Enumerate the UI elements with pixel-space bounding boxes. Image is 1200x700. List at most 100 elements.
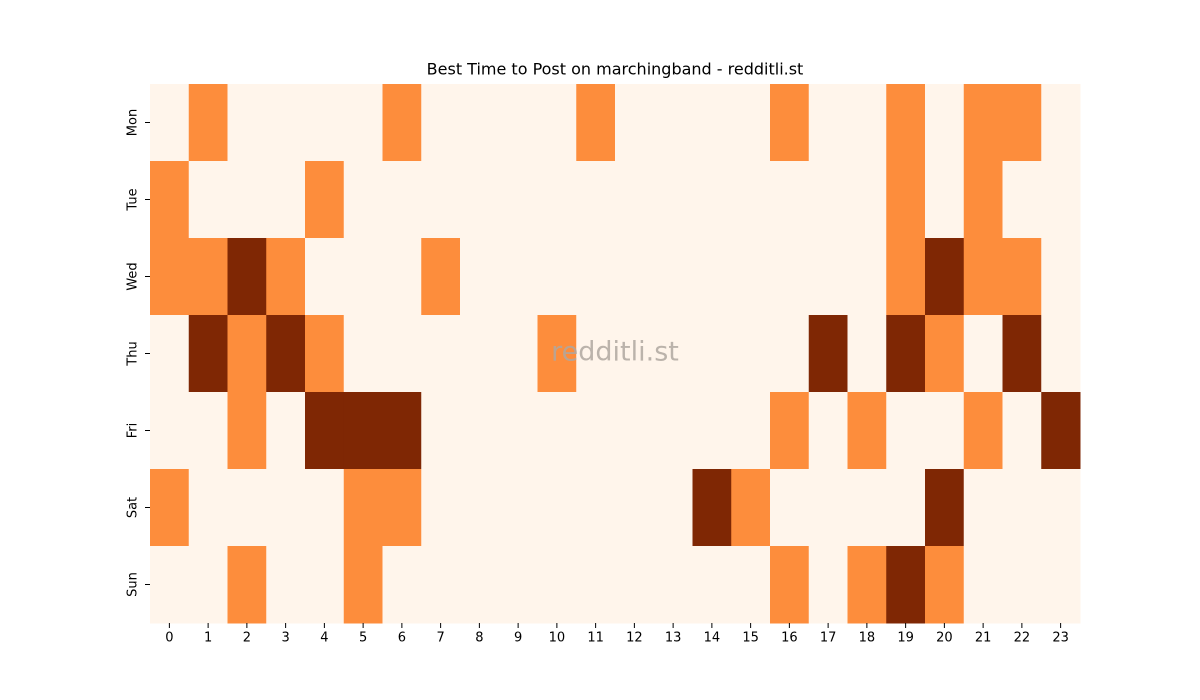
cell — [537, 84, 577, 162]
cell — [460, 392, 500, 470]
cell — [886, 546, 926, 624]
cell — [1002, 315, 1042, 393]
cell — [576, 238, 616, 316]
cell — [188, 161, 228, 239]
cell — [498, 392, 538, 470]
cell — [305, 161, 345, 239]
cell — [382, 84, 422, 162]
cell — [653, 469, 693, 547]
cell — [886, 84, 926, 162]
cell — [886, 238, 926, 316]
cell — [576, 315, 616, 393]
cell — [460, 469, 500, 547]
cell — [615, 238, 655, 316]
cell — [343, 315, 383, 393]
x-tick-label: 22 — [1014, 631, 1031, 646]
cell — [692, 392, 732, 470]
x-tick-label: 12 — [626, 631, 643, 646]
cell — [925, 469, 965, 547]
cell — [808, 238, 848, 316]
x-tick-label: 4 — [320, 631, 328, 646]
cell — [460, 84, 500, 162]
cell — [886, 392, 926, 470]
cell — [1002, 469, 1042, 547]
cell — [1041, 469, 1081, 547]
cell — [963, 392, 1003, 470]
cell — [421, 546, 461, 624]
x-tick-label: 7 — [436, 631, 444, 646]
cell — [576, 392, 616, 470]
cell — [460, 315, 500, 393]
y-tick-label: Fri — [126, 423, 141, 439]
cell — [343, 392, 383, 470]
cell — [266, 469, 306, 547]
cell — [963, 238, 1003, 316]
cell — [343, 238, 383, 316]
cell — [266, 161, 306, 239]
cell — [692, 161, 732, 239]
cell — [808, 315, 848, 393]
y-tick-label: Mon — [126, 109, 141, 136]
cell — [266, 315, 306, 393]
x-tick-label: 20 — [936, 631, 953, 646]
cell — [537, 469, 577, 547]
cell — [925, 238, 965, 316]
x-tick-label: 16 — [781, 631, 798, 646]
x-tick-label: 2 — [243, 631, 251, 646]
cell — [421, 315, 461, 393]
cell — [808, 469, 848, 547]
cell — [847, 161, 887, 239]
cell — [963, 315, 1003, 393]
x-tick-label: 10 — [549, 631, 566, 646]
cell — [266, 546, 306, 624]
cell — [537, 546, 577, 624]
cell — [305, 84, 345, 162]
cell — [731, 392, 771, 470]
cell — [1041, 315, 1081, 393]
cell — [692, 84, 732, 162]
cell — [770, 84, 810, 162]
cell — [188, 84, 228, 162]
cell — [576, 546, 616, 624]
heatmap — [150, 84, 1081, 624]
x-tick-label: 21 — [975, 631, 992, 646]
cell — [925, 315, 965, 393]
cell — [188, 238, 228, 316]
cell — [460, 238, 500, 316]
y-tick-label: Sun — [126, 572, 141, 597]
cell — [886, 161, 926, 239]
cell — [770, 161, 810, 239]
cell — [498, 84, 538, 162]
cell — [382, 546, 422, 624]
cell — [653, 84, 693, 162]
cell — [770, 546, 810, 624]
cell — [421, 469, 461, 547]
cell — [770, 469, 810, 547]
y-tick-label: Thu — [126, 341, 141, 366]
cell — [808, 546, 848, 624]
cell — [150, 546, 190, 624]
cell — [925, 84, 965, 162]
cell — [615, 546, 655, 624]
cell — [653, 546, 693, 624]
x-tick-label: 17 — [820, 631, 837, 646]
x-tick-label: 11 — [587, 631, 604, 646]
cell — [1041, 238, 1081, 316]
x-tick-label: 8 — [475, 631, 483, 646]
cell — [498, 161, 538, 239]
cell — [498, 315, 538, 393]
cell — [963, 161, 1003, 239]
x-tick-label: 23 — [1052, 631, 1069, 646]
x-tick-label: 1 — [204, 631, 212, 646]
cell — [1002, 84, 1042, 162]
cell — [537, 238, 577, 316]
x-tick-label: 13 — [665, 631, 682, 646]
cell — [227, 315, 267, 393]
cell — [305, 469, 345, 547]
cell — [731, 546, 771, 624]
cell — [1041, 84, 1081, 162]
cell — [266, 238, 306, 316]
cell — [460, 546, 500, 624]
cell — [1041, 161, 1081, 239]
